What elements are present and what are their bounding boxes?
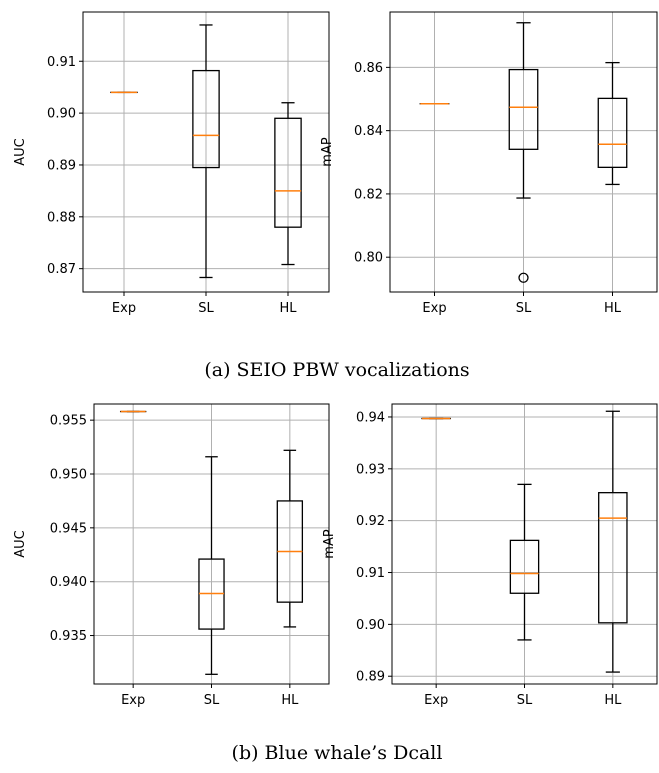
y-tick-label: 0.87	[47, 262, 76, 277]
box-body-sl	[192, 69, 220, 169]
y-axis-label: mAP	[320, 137, 335, 167]
y-tick-label: 0.935	[50, 629, 87, 644]
box-sl	[198, 456, 225, 675]
axes-frame	[389, 11, 658, 293]
panel-a-right-map: 0.80 0.82 0.84 0.86 Exp SL HL mAP	[320, 11, 658, 316]
axes-frame	[93, 403, 330, 685]
y-tick-label: 0.90	[356, 618, 385, 633]
y-axis-label: mAP	[322, 529, 337, 559]
panel-b-right-map: 0.89 0.90 0.91 0.92 0.93 0.94 Exp SL HL mAP	[322, 403, 658, 708]
x-tick-label-exp: Exp	[112, 301, 136, 316]
y-tick-label: 0.945	[50, 521, 87, 536]
y-tick-label: 0.84	[354, 124, 383, 139]
outlier-point-sl	[518, 272, 529, 283]
x-tick-label-sl: SL	[198, 301, 214, 316]
x-tick-label-sl: SL	[516, 301, 532, 316]
y-tick-label: 0.93	[356, 462, 385, 477]
y-tick-label: 0.91	[47, 55, 76, 70]
panel-b-left-auc: 0.935 0.940 0.945 0.950 0.955 Exp SL HL AUC	[13, 403, 330, 708]
box-body-sl	[508, 68, 539, 150]
box-body-hl	[598, 492, 628, 624]
caption-a: (a) SEIO PBW vocalizations	[204, 359, 469, 381]
y-axis-label: AUC	[13, 530, 28, 558]
x-tick-label-sl: SL	[204, 693, 220, 708]
box-sl	[509, 483, 540, 641]
box-body-sl	[509, 539, 540, 594]
x-tick-label-sl: SL	[517, 693, 533, 708]
y-axis-label: AUC	[13, 138, 28, 166]
y-tick-label: 0.940	[50, 575, 87, 590]
box-body-hl	[274, 117, 302, 228]
box-hl	[598, 410, 628, 673]
caption-b: (b) Blue whale’s Dcall	[232, 742, 443, 764]
y-tick-label: 0.90	[47, 107, 76, 122]
x-tick-label-exp: Exp	[422, 301, 446, 316]
box-hl	[276, 449, 304, 628]
y-tick-label: 0.89	[47, 158, 76, 173]
x-tick-label-hl: HL	[279, 301, 297, 316]
y-tick-label: 0.955	[50, 414, 87, 429]
y-tick-label: 0.89	[356, 670, 385, 685]
x-tick-label-hl: HL	[604, 693, 622, 708]
x-tick-label-hl: HL	[281, 693, 299, 708]
box-hl	[597, 61, 628, 186]
box-sl	[508, 22, 539, 283]
y-tick-label: 0.91	[356, 566, 385, 581]
y-tick-label: 0.950	[50, 468, 87, 483]
y-tick-label: 0.94	[356, 410, 385, 425]
box-body-hl	[597, 97, 628, 168]
y-tick-label: 0.80	[354, 251, 383, 266]
x-tick-label-hl: HL	[604, 301, 622, 316]
y-tick-label: 0.82	[354, 187, 383, 202]
box-hl	[274, 102, 302, 266]
axes-frame	[82, 11, 330, 293]
y-tick-label: 0.88	[47, 210, 76, 225]
x-tick-label-exp: Exp	[424, 693, 448, 708]
y-tick-label: 0.86	[354, 61, 383, 76]
box-sl	[192, 24, 220, 279]
axes-frame	[391, 403, 658, 685]
x-tick-label-exp: Exp	[121, 693, 145, 708]
y-tick-label: 0.92	[356, 514, 385, 529]
panel-a-left-auc: 0.87 0.88 0.89 0.90 0.91 Exp SL HL AUC	[13, 11, 330, 316]
